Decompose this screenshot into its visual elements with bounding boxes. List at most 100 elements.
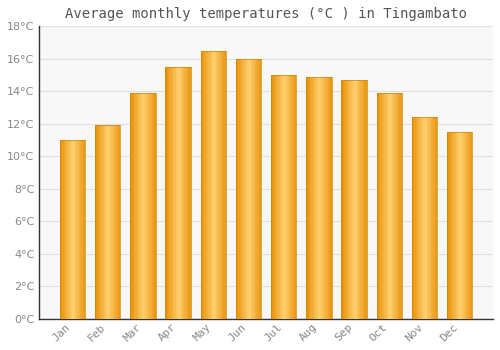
Bar — [237, 59, 238, 319]
Bar — [364, 80, 366, 319]
Bar — [315, 77, 316, 319]
Bar — [144, 93, 146, 319]
Bar — [454, 132, 456, 319]
Bar — [275, 75, 276, 319]
Bar — [220, 51, 221, 319]
Bar — [417, 117, 418, 319]
Bar — [214, 51, 216, 319]
Bar — [292, 75, 294, 319]
Bar — [450, 132, 451, 319]
Bar — [241, 59, 242, 319]
Bar — [310, 77, 312, 319]
Bar — [290, 75, 292, 319]
Bar — [200, 51, 202, 319]
Bar — [326, 77, 328, 319]
Bar — [346, 80, 348, 319]
Bar — [416, 117, 417, 319]
Bar — [119, 125, 120, 319]
Bar — [60, 140, 61, 319]
Bar — [330, 77, 332, 319]
Bar — [320, 77, 322, 319]
Bar — [221, 51, 222, 319]
Bar — [260, 59, 261, 319]
Bar — [466, 132, 468, 319]
Bar — [274, 75, 275, 319]
Bar — [75, 140, 76, 319]
Bar — [242, 59, 244, 319]
Bar — [187, 67, 188, 319]
Bar — [218, 51, 220, 319]
Bar — [456, 132, 457, 319]
Bar — [134, 93, 136, 319]
Bar — [271, 75, 272, 319]
Bar — [354, 80, 356, 319]
Bar — [254, 59, 255, 319]
Bar — [80, 140, 82, 319]
Bar — [133, 93, 134, 319]
Bar — [396, 93, 397, 319]
Bar — [62, 140, 64, 319]
Bar — [383, 93, 384, 319]
Bar — [186, 67, 187, 319]
Bar — [95, 125, 96, 319]
Bar — [349, 80, 350, 319]
Bar — [380, 93, 382, 319]
Bar — [308, 77, 309, 319]
Bar — [424, 117, 426, 319]
Bar — [150, 93, 152, 319]
Bar — [99, 125, 100, 319]
Bar — [414, 117, 416, 319]
Bar — [166, 67, 168, 319]
Bar — [148, 93, 149, 319]
Bar — [436, 117, 437, 319]
Bar — [460, 132, 461, 319]
Bar — [250, 59, 251, 319]
Bar — [84, 140, 85, 319]
Bar — [149, 93, 150, 319]
Bar — [412, 117, 413, 319]
Bar — [240, 59, 241, 319]
Bar — [434, 117, 436, 319]
Bar — [113, 125, 114, 319]
Bar — [96, 125, 98, 319]
Bar — [324, 77, 326, 319]
Bar — [356, 80, 358, 319]
Bar — [388, 93, 390, 319]
Bar — [177, 67, 178, 319]
Bar — [451, 132, 452, 319]
Bar — [461, 132, 462, 319]
Bar — [224, 51, 226, 319]
Bar — [98, 125, 99, 319]
Bar — [258, 59, 260, 319]
Bar — [154, 93, 156, 319]
Bar — [183, 67, 184, 319]
Bar — [471, 132, 472, 319]
Bar — [306, 77, 308, 319]
Bar — [422, 117, 424, 319]
Bar — [363, 80, 364, 319]
Bar — [413, 117, 414, 319]
Bar — [318, 77, 319, 319]
Bar — [387, 93, 388, 319]
Bar — [280, 75, 281, 319]
Bar — [447, 132, 448, 319]
Bar — [100, 125, 102, 319]
Bar — [106, 125, 108, 319]
Bar — [176, 67, 177, 319]
Bar — [316, 77, 318, 319]
Bar — [462, 132, 464, 319]
Bar — [112, 125, 113, 319]
Bar — [208, 51, 210, 319]
Bar — [464, 132, 465, 319]
Bar — [272, 75, 274, 319]
Bar — [350, 80, 352, 319]
Bar — [72, 140, 74, 319]
Bar — [418, 117, 420, 319]
Bar — [378, 93, 379, 319]
Bar — [71, 140, 72, 319]
Bar — [76, 140, 78, 319]
Bar — [212, 51, 214, 319]
Bar — [284, 75, 285, 319]
Bar — [206, 51, 207, 319]
Bar — [392, 93, 393, 319]
